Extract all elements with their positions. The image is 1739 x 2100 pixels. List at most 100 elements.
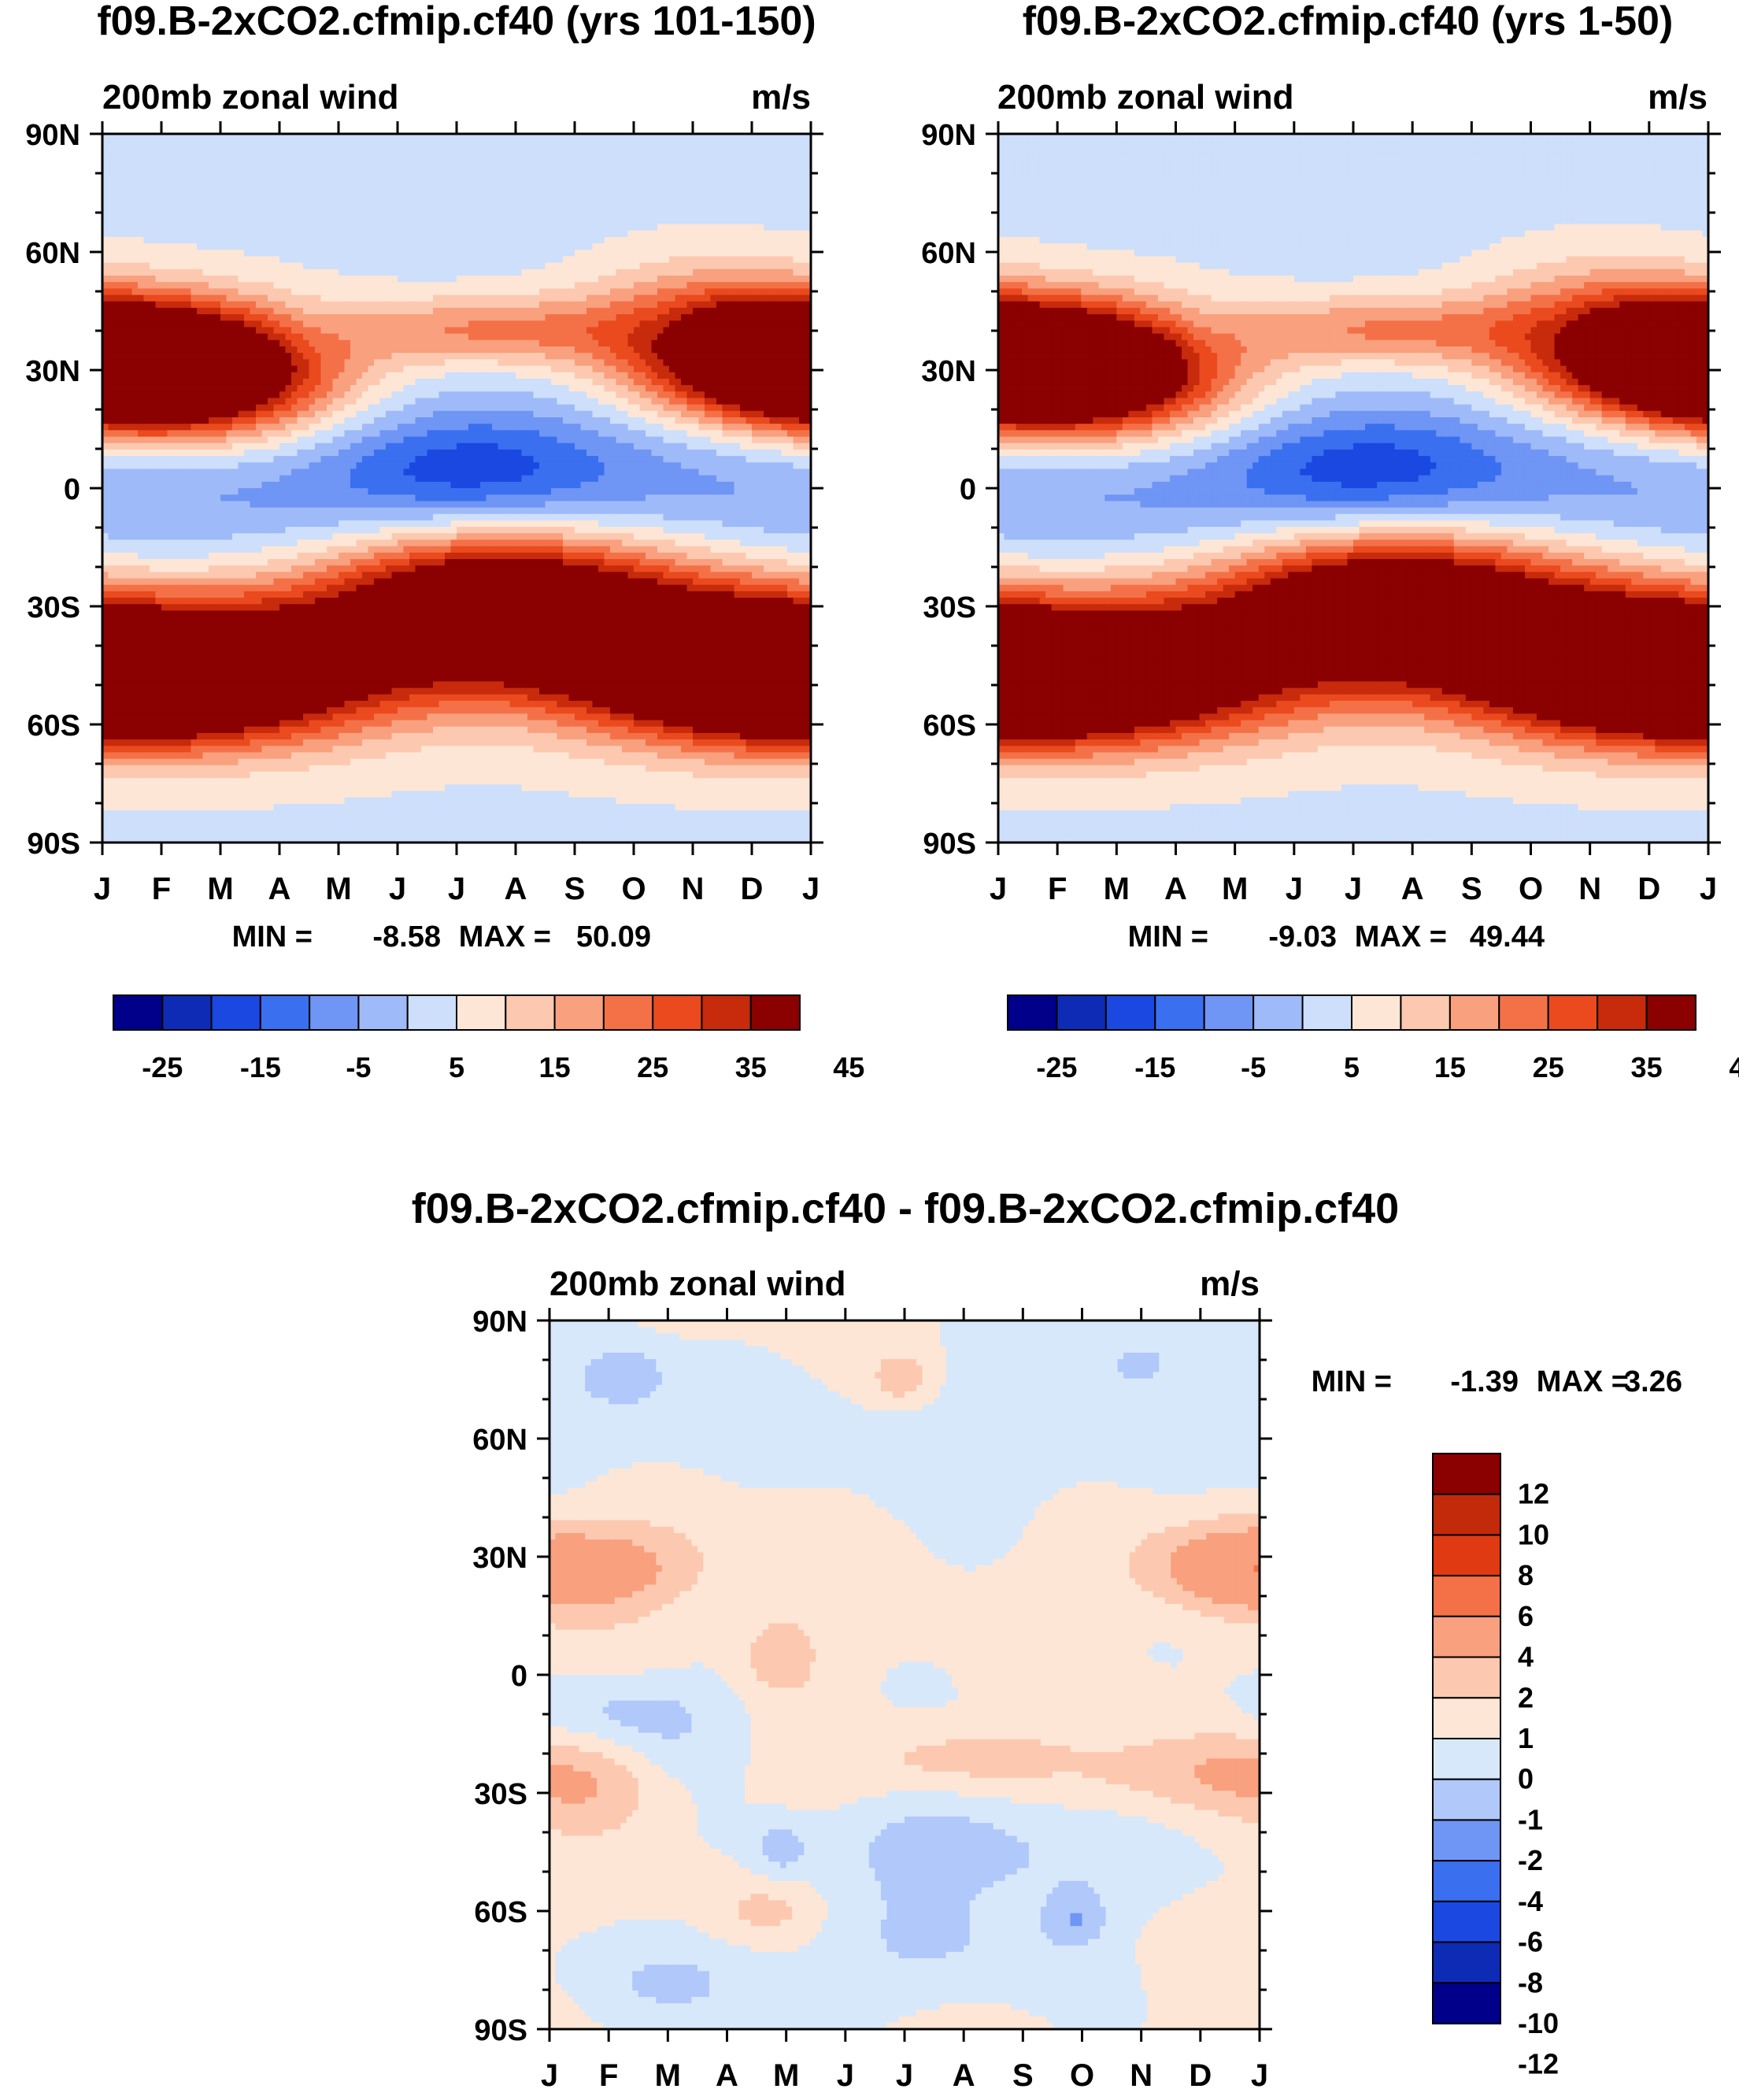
heatmap-cell (161, 160, 168, 167)
heatmap-cell (468, 154, 475, 161)
heatmap-cell (569, 166, 575, 173)
heatmap-cell (664, 140, 670, 147)
panel-1-title: f09.B-2xCO2.cfmip.cf40 (yrs 101-150) (97, 0, 816, 44)
heatmap-cell (433, 146, 439, 154)
heatmap-cell (220, 160, 227, 167)
heatmap-cell (368, 172, 375, 180)
heatmap-cell (723, 154, 729, 161)
heatmap-cell (569, 140, 575, 147)
heatmap-cell (527, 160, 534, 167)
heatmap-cell (764, 166, 770, 173)
heatmap-cell (716, 172, 723, 180)
heatmap-cell (321, 160, 327, 167)
heatmap-cell (723, 172, 729, 180)
heatmap-cell (421, 140, 427, 147)
heatmap-cell (268, 146, 274, 154)
heatmap-cell (368, 154, 375, 161)
heatmap-cell (794, 160, 800, 167)
heatmap-cell (681, 172, 687, 180)
heatmap-cell (480, 166, 487, 173)
heatmap-cell (504, 160, 510, 167)
heatmap-cell (357, 166, 363, 173)
heatmap-cell (605, 166, 611, 173)
heatmap-cell (126, 154, 132, 161)
heatmap-cell (150, 140, 156, 147)
heatmap-cell (161, 172, 168, 180)
heatmap-cell (782, 154, 788, 161)
heatmap-cell (368, 140, 375, 147)
heatmap-cell (527, 140, 534, 147)
heatmap-cell (168, 146, 174, 154)
heatmap-cell (557, 140, 564, 147)
heatmap-cell (734, 154, 741, 161)
heatmap-cell (445, 154, 451, 161)
heatmap-cell (173, 160, 179, 167)
heatmap-cell (557, 154, 564, 161)
heatmap-cell (799, 172, 805, 180)
heatmap-cell (782, 140, 788, 147)
heatmap-cell (398, 172, 404, 180)
heatmap-cell (787, 160, 794, 167)
heatmap-cell (527, 172, 534, 180)
heatmap-cell (546, 172, 552, 180)
heatmap-cell (628, 172, 635, 180)
heatmap-cell (321, 146, 327, 154)
heatmap-cell (357, 154, 363, 161)
heatmap-cell (268, 160, 274, 167)
heatmap-cell (227, 154, 233, 161)
heatmap-cell (333, 160, 339, 167)
heatmap-cell (492, 154, 498, 161)
heatmap-cell (357, 140, 363, 147)
heatmap-cell (345, 172, 351, 180)
heatmap-cell (764, 179, 770, 186)
heatmap-cell (109, 146, 115, 154)
heatmap-cell (492, 172, 498, 180)
heatmap-cell (439, 172, 446, 180)
heatmap-cell (416, 166, 422, 173)
heatmap-cell (593, 179, 599, 186)
heatmap-cell (303, 172, 309, 180)
heatmap-cell (598, 166, 605, 173)
heatmap-cell (498, 160, 505, 167)
heatmap-cell (669, 172, 675, 180)
heatmap-cell (634, 160, 640, 167)
heatmap-cell (362, 166, 368, 173)
heatmap-cell (203, 154, 209, 161)
heatmap-cell (132, 179, 139, 186)
heatmap-cell (185, 160, 191, 167)
heatmap-cell (723, 166, 729, 173)
heatmap-cell (657, 146, 664, 154)
heatmap-cell (492, 140, 498, 147)
heatmap-cell (161, 179, 168, 186)
heatmap-cell (681, 160, 687, 167)
heatmap-cell (268, 166, 274, 173)
heatmap-cell (392, 166, 398, 173)
heatmap-cell (321, 154, 327, 161)
heatmap-cell (711, 172, 717, 180)
heatmap-cell (168, 172, 174, 180)
heatmap-cell (787, 166, 794, 173)
heatmap-cell (581, 140, 587, 147)
heatmap-cell (799, 146, 805, 154)
heatmap-cell (339, 179, 345, 186)
heatmap-cell (758, 172, 764, 180)
heatmap-cell (168, 160, 174, 167)
heatmap-cell (445, 160, 451, 167)
heatmap-cell (315, 172, 321, 180)
heatmap-cell (179, 179, 186, 186)
heatmap-cell (327, 160, 333, 167)
heatmap-cell (563, 166, 569, 173)
heatmap-cell (445, 166, 451, 173)
heatmap-cell (144, 179, 150, 186)
heatmap-cell (640, 166, 646, 173)
heatmap-cell (575, 140, 581, 147)
heatmap-cell (345, 166, 351, 173)
heatmap-cell (256, 154, 262, 161)
heatmap-cell (374, 160, 380, 167)
heatmap-cell (534, 172, 540, 180)
heatmap-cell (705, 146, 711, 154)
heatmap-cell (232, 160, 239, 167)
heatmap-cell (616, 166, 623, 173)
heatmap-cell (309, 166, 316, 173)
heatmap-cell (646, 172, 652, 180)
